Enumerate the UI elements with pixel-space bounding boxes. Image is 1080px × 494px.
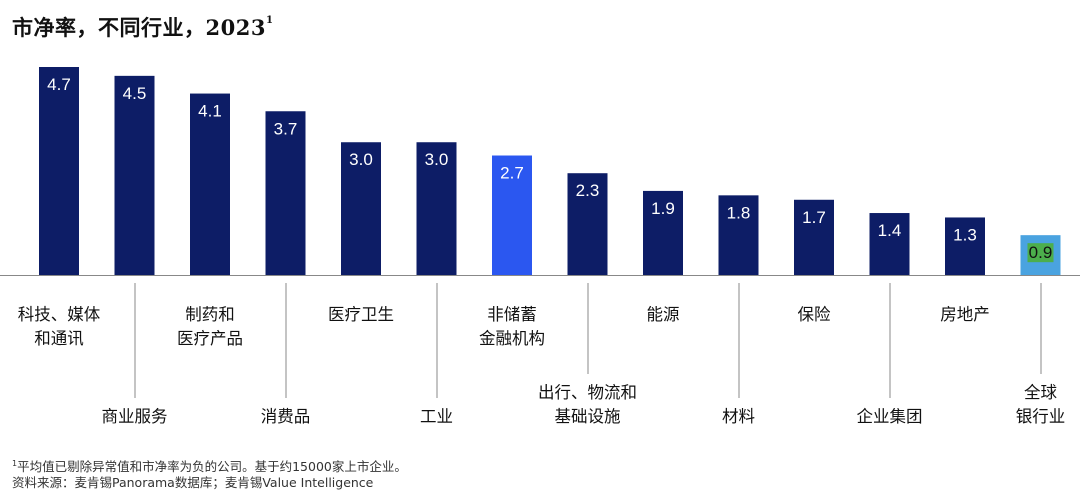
- data-label: 1.9: [651, 199, 675, 218]
- bar: [114, 75, 155, 275]
- category-label: 银行业: [1016, 407, 1066, 426]
- bar: [869, 213, 910, 275]
- bar: [416, 142, 457, 275]
- category-label: 商业服务: [102, 407, 168, 426]
- footnote-text: 平均值已剔除异常值和市净率为负的公司。基于约15000家上市企业。: [17, 459, 407, 475]
- data-label: 1.3: [953, 225, 977, 244]
- source-line: 资料来源：麦肯锡Panorama数据库；麦肯锡Value Intelligenc…: [12, 475, 374, 491]
- bar: [39, 67, 79, 275]
- category-label: 能源: [647, 305, 680, 324]
- data-label: 3.0: [349, 150, 373, 169]
- footnote: 1平均值已剔除异常值和市净率为负的公司。基于约15000家上市企业。 资料来源：…: [12, 456, 407, 491]
- chart-title: 市净率，不同行业，20231: [12, 12, 273, 42]
- chart-title-text: 市净率，不同行业，2023: [12, 15, 266, 40]
- title-footnote-marker: 1: [265, 15, 274, 26]
- category-label: 非储蓄: [487, 305, 537, 324]
- bar: [567, 173, 608, 275]
- bar-label-highlight: [1027, 243, 1054, 263]
- category-label: 全球: [1024, 383, 1058, 402]
- data-label: 2.7: [500, 164, 524, 183]
- data-label: 1.4: [878, 221, 902, 240]
- footnote-line-1: 1平均值已剔除异常值和市净率为负的公司。基于约15000家上市企业。: [12, 456, 407, 475]
- bar: [794, 199, 834, 275]
- category-label: 材料: [722, 407, 755, 426]
- category-label: 出行、物流和: [538, 383, 637, 402]
- bar: [265, 111, 306, 276]
- category-label: 基础设施: [555, 407, 621, 426]
- category-label: 医疗产品: [177, 329, 243, 348]
- data-label: 4.1: [198, 102, 222, 121]
- bar: [341, 142, 381, 275]
- category-label: 科技、媒体: [18, 305, 101, 324]
- data-label: 4.7: [47, 75, 71, 94]
- data-label: 2.3: [576, 181, 600, 200]
- category-label: 金融机构: [479, 329, 545, 348]
- category-label: 制药和: [185, 305, 235, 324]
- data-label: 0.9: [1029, 243, 1053, 262]
- data-label: 3.7: [274, 119, 298, 138]
- category-label: 医疗卫生: [328, 305, 394, 324]
- category-label: 和通讯: [34, 329, 84, 348]
- category-label: 工业: [420, 407, 453, 426]
- data-label: 3.0: [425, 150, 449, 169]
- footnote-marker: 1: [12, 459, 18, 468]
- bar: [492, 155, 532, 275]
- data-label: 1.7: [802, 208, 826, 227]
- bar: [718, 195, 759, 275]
- data-label: 1.8: [727, 203, 751, 222]
- category-label: 消费品: [261, 407, 311, 426]
- bar: [190, 93, 230, 275]
- category-label: 企业集团: [857, 407, 923, 426]
- data-label: 4.5: [123, 84, 147, 103]
- category-label: 保险: [798, 305, 832, 324]
- bar: [643, 190, 683, 275]
- bar: [945, 217, 985, 275]
- category-label: 房地产: [940, 305, 990, 324]
